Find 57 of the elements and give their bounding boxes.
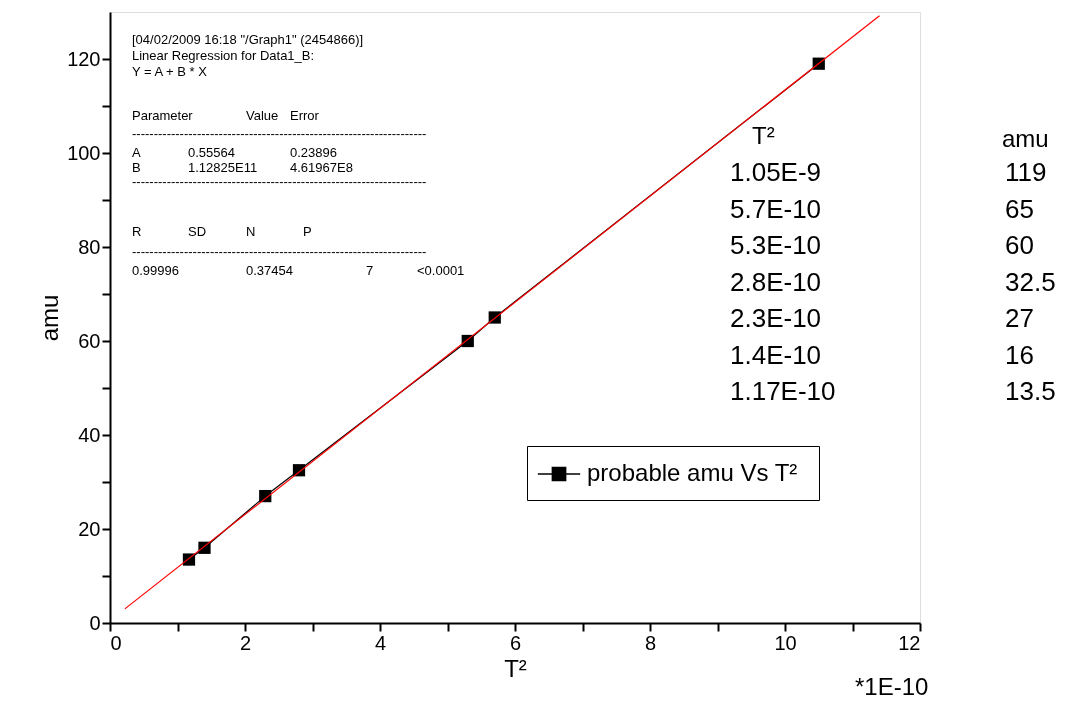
x-tick-label: 12 — [898, 631, 921, 654]
annotation: Parameter — [132, 108, 194, 123]
legend-label: probable amu Vs T² — [587, 459, 798, 486]
annotation: 1.05E-9 — [730, 157, 822, 187]
y-tick-label: 0 — [89, 611, 101, 634]
annotation: 0.37454 — [246, 263, 293, 278]
text: 16 — [1005, 339, 1034, 370]
y-axis-title: amu — [36, 294, 64, 342]
annotation: Error — [290, 108, 320, 123]
annotation: R — [132, 224, 142, 239]
y-tick-label: 20 — [78, 517, 101, 540]
text: 119 — [1005, 157, 1047, 187]
annotation: 1.17E-10 — [730, 376, 836, 406]
text: amu — [1002, 125, 1049, 152]
annotation: <0.0001 — [417, 263, 465, 278]
x-axis-title: T² — [504, 654, 527, 682]
annotation: 2.3E-10 — [730, 303, 822, 333]
annotation: 0.55564 — [188, 145, 235, 160]
x-tick-label: 6 — [509, 631, 522, 654]
annotation: 1.4E-10 — [730, 339, 822, 370]
x-tick-label: 2 — [239, 631, 252, 654]
annotation: SD — [188, 224, 207, 239]
annotation: 1.12825E11 — [188, 160, 258, 175]
annotation: 0.99996 — [132, 263, 179, 278]
x-tick-label: 10 — [774, 631, 797, 654]
annotation: -------------------------------------------------------------------- — [132, 174, 427, 189]
y-tick-label: 100 — [67, 141, 101, 164]
text: 60 — [1005, 230, 1034, 260]
x-tick-label: 8 — [644, 631, 657, 654]
annotation: Linear Regression for Data1_B: — [132, 48, 315, 63]
annotation: -------------------------------------------------------------------- — [132, 244, 427, 259]
y-tick-label: 120 — [67, 47, 101, 70]
y-tick-label: 40 — [78, 423, 101, 446]
annotation: [04/02/2009 16:18 "/Graph1" (2454866)] — [132, 32, 364, 47]
text: 32.5 — [1005, 266, 1056, 297]
annotation: Y = A + B * X — [132, 64, 208, 79]
annotation: Value — [246, 108, 279, 123]
x-tick-label: 0 — [110, 631, 122, 654]
annotation: 5.7E-10 — [730, 193, 822, 224]
annotation: 4.61967E8 — [290, 160, 353, 175]
annotation: B — [132, 160, 141, 175]
text: 65 — [1005, 193, 1034, 224]
text: *1E-10 — [855, 673, 929, 700]
annotation: 2.8E-10 — [730, 266, 822, 297]
annotation: P — [303, 224, 312, 239]
annotation: A — [132, 145, 141, 160]
text: 27 — [1005, 303, 1034, 333]
annotation: 7 — [366, 263, 374, 278]
y-tick-label: 80 — [78, 235, 101, 258]
annotation: T² — [752, 122, 775, 149]
x-tick-label: 4 — [374, 631, 387, 654]
annotation: N — [246, 224, 256, 239]
annotation: 0.23896 — [290, 145, 337, 160]
annotation: 5.3E-10 — [730, 230, 822, 260]
text: 13.5 — [1005, 376, 1056, 406]
y-tick-label: 60 — [78, 329, 101, 352]
annotation: -------------------------------------------------------------------- — [132, 126, 427, 141]
